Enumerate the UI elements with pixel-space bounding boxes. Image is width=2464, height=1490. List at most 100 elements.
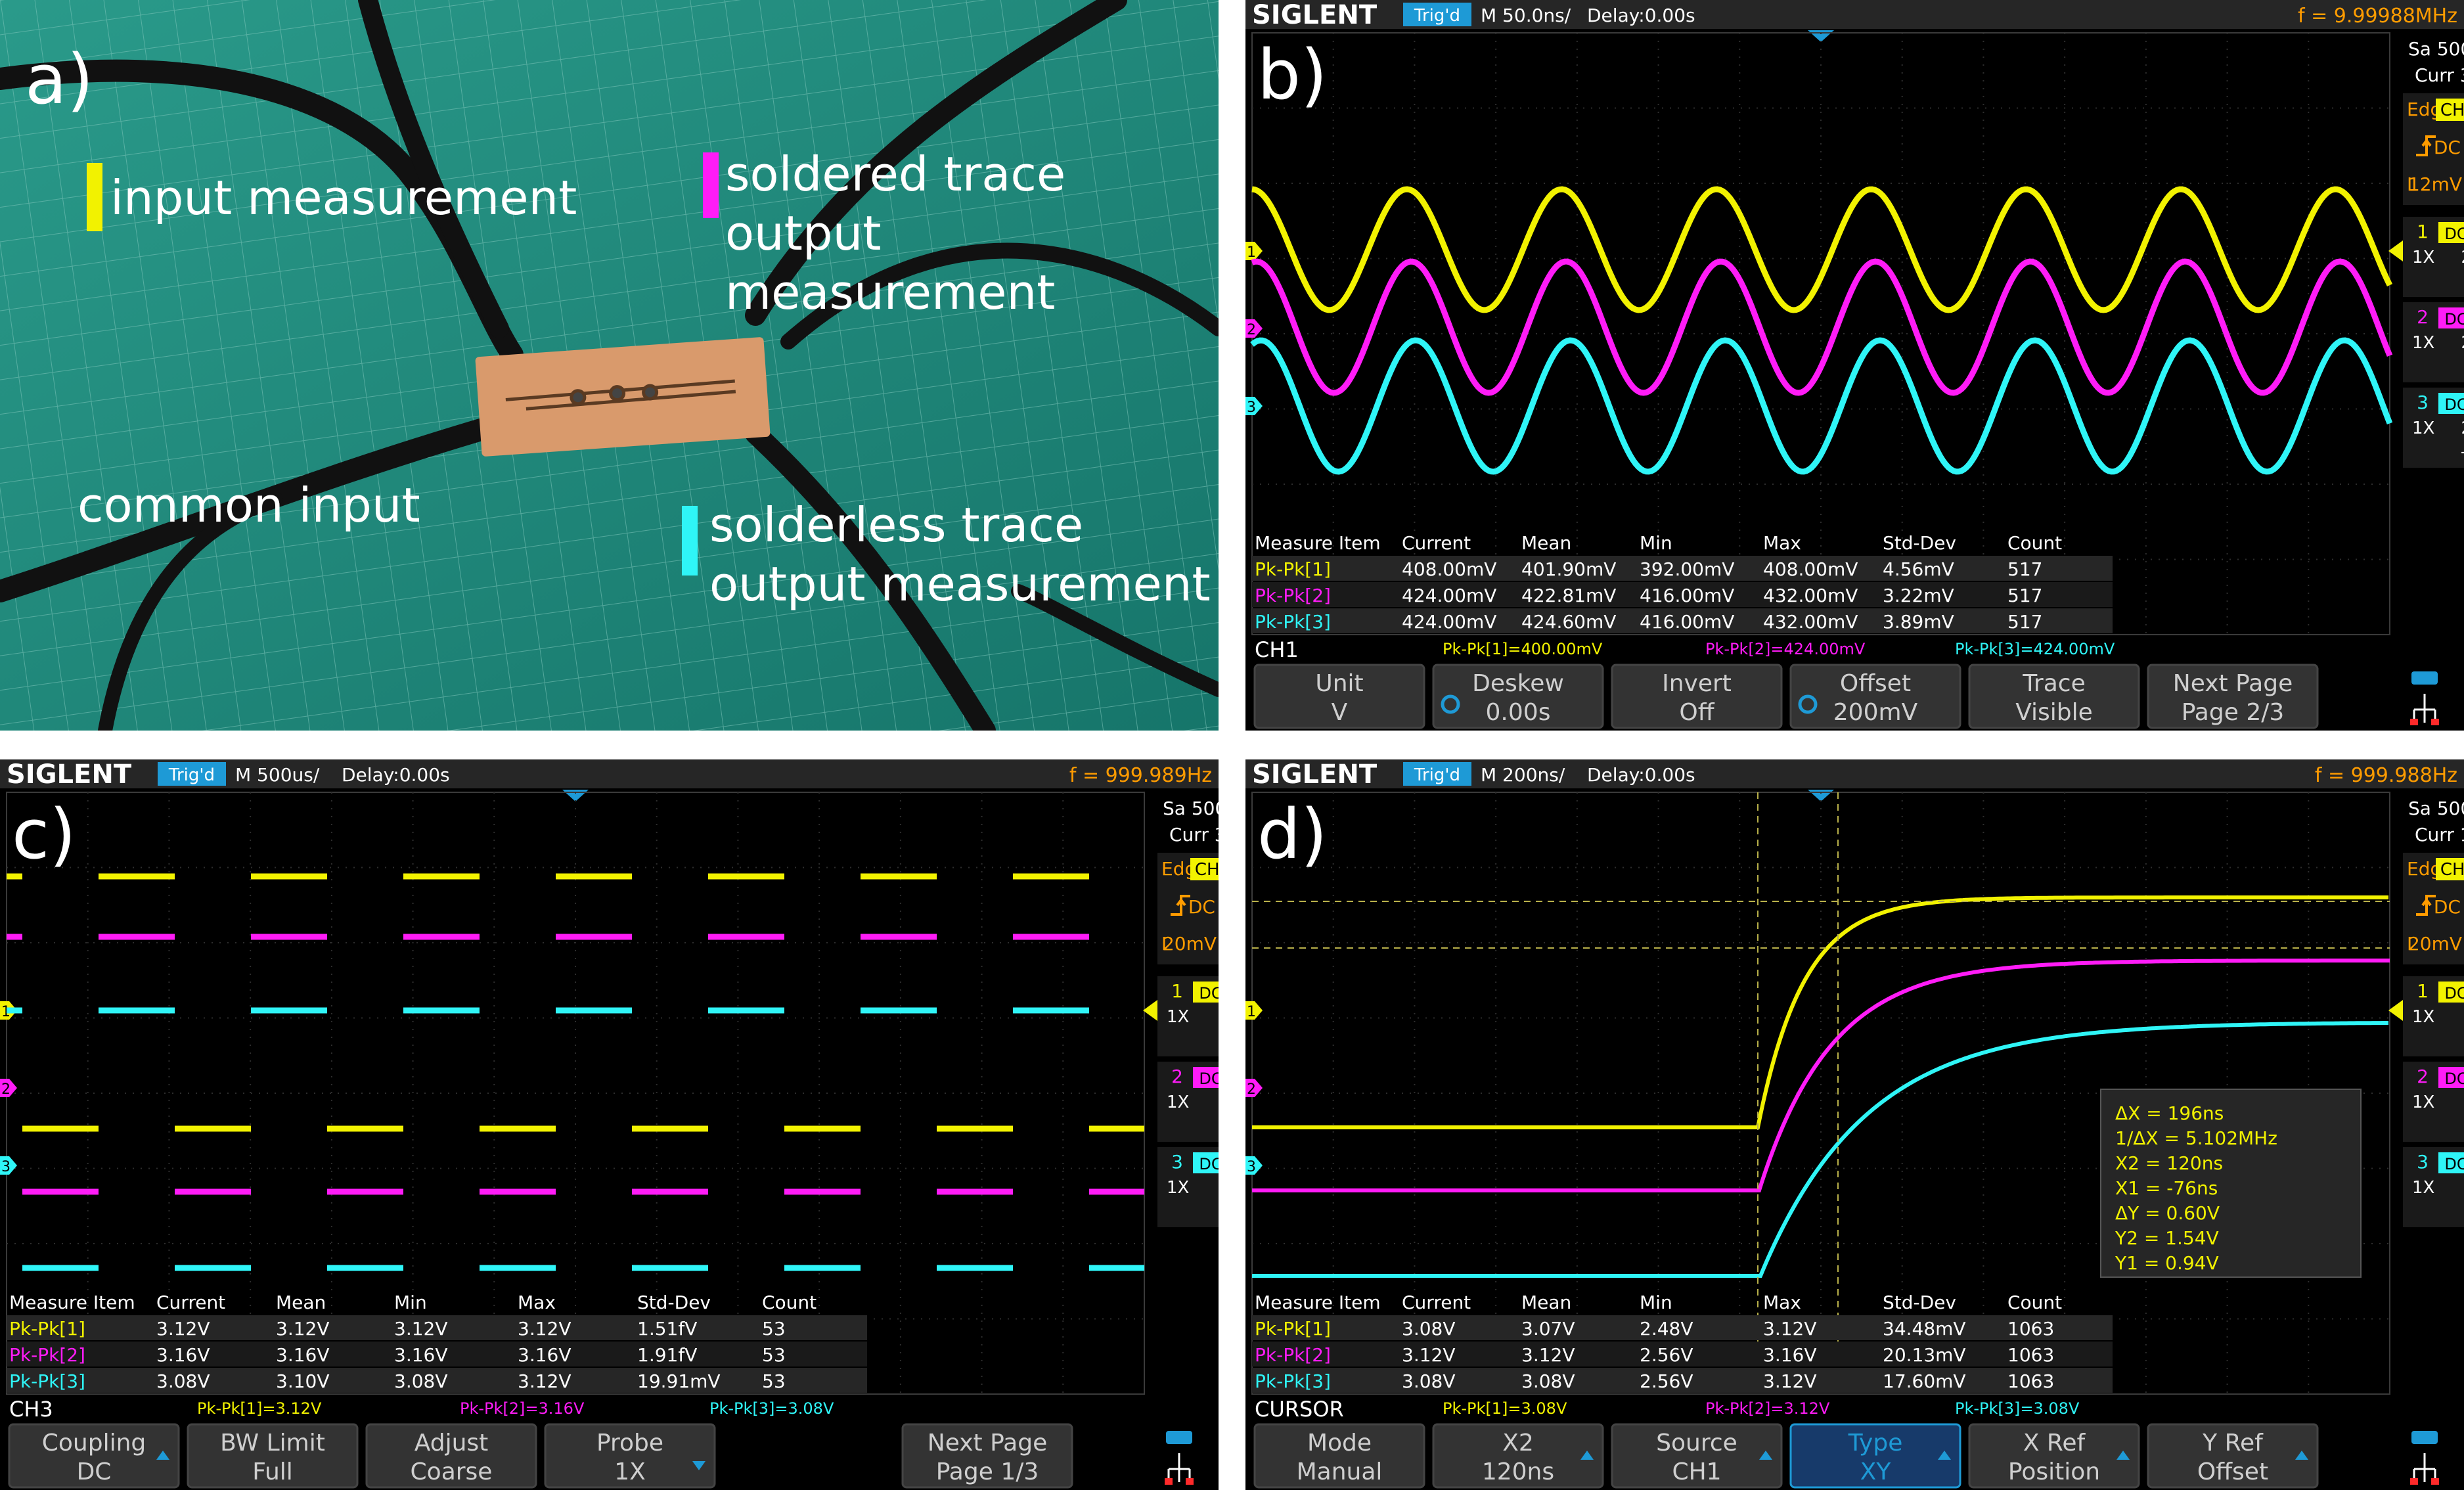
trigger-level-arrow[interactable] — [2388, 1000, 2403, 1021]
ch-scale: 200mV/ — [2461, 333, 2464, 353]
trigger-source: CH1 — [2440, 860, 2464, 880]
ch3-info[interactable]: 3DC1M1X1.00V/-1.00V — [1157, 1147, 1219, 1227]
ch3-info[interactable]: 3 DC1M 1X 200mV/ -200mV — [2403, 388, 2464, 468]
ch3-ground-marker[interactable] — [1245, 397, 1263, 415]
trig-status-badge — [158, 762, 226, 786]
panel-tag: b) — [1257, 35, 1328, 115]
ch-number: 1 — [2417, 221, 2429, 242]
memory-depth-readout: Curr 3.50Mpts — [1169, 824, 1219, 846]
measure-cell: 424.00mV — [1402, 585, 1496, 606]
rising-edge-icon — [2416, 135, 2436, 156]
ch1-info[interactable]: 1DC1M1X200mV/200mV — [2403, 217, 2464, 297]
delay-readout[interactable]: Delay:0.00s — [342, 764, 450, 786]
ch-probe: 1X — [1167, 1007, 1189, 1027]
measure-cell: 517 — [2007, 611, 2042, 633]
usb-network-icon — [2410, 671, 2439, 725]
measure-header-2: Mean — [1521, 1292, 1571, 1313]
arrow-up-icon — [1759, 1451, 1772, 1460]
ch2-info[interactable]: 2DC1M1X1.00V/0.0V — [2403, 1062, 2464, 1142]
measure-cell: 401.90mV — [1521, 558, 1616, 580]
delay-readout[interactable]: Delay:0.00s — [1587, 764, 1695, 786]
trigger-level-label: L — [2407, 173, 2417, 195]
measure-cell: 53 — [762, 1318, 786, 1340]
softkey-value: Position — [2008, 1458, 2100, 1485]
softkey-value: 200mV — [1833, 699, 1918, 726]
trigger-level-label: L — [2407, 933, 2417, 955]
measure-header-4: Max — [518, 1292, 556, 1313]
status-item: Pk-Pk[3]=3.08V — [709, 1399, 834, 1418]
measure-cell: 432.00mV — [1763, 585, 1858, 606]
measure-cell: 392.00mV — [1640, 558, 1734, 580]
scope-screen-d: SIGLENT Trig'd M 200ns/Delay:0.00s f = 999.… — [1245, 759, 2464, 1490]
arrow-down-icon — [692, 1461, 706, 1470]
ch-probe: 1X — [1167, 1178, 1189, 1198]
measure-cell: 3.22mV — [1883, 585, 1954, 606]
measure-cell: Pk-Pk[2] — [1255, 585, 1331, 606]
ch2-waveform — [1251, 258, 2393, 396]
timebase-readout[interactable]: M 500us/ — [235, 764, 320, 786]
ch3-waveform — [7, 1007, 1144, 1271]
trigger-source: CH1 — [2440, 101, 2464, 120]
ch-number: 3 — [2417, 392, 2429, 413]
waveforms — [1250, 186, 2393, 475]
trigger-level-arrow[interactable] — [1143, 1000, 1157, 1021]
ch-number: 1 — [1171, 980, 1183, 1002]
delay-readout[interactable]: Delay:0.00s — [1587, 5, 1695, 26]
ch2-ground-marker[interactable] — [1245, 1079, 1263, 1097]
brand-logo: SIGLENT — [1252, 0, 1378, 30]
ch2-ground-marker[interactable] — [0, 1079, 17, 1097]
arrow-up-icon — [156, 1451, 169, 1460]
ch2-ground-marker[interactable] — [1245, 319, 1263, 338]
ch2-info[interactable]: 2DC1M1X1.00V/0.0V — [1157, 1062, 1219, 1142]
measure-cell: 422.81mV — [1521, 585, 1616, 606]
table-row — [1252, 582, 2113, 607]
rising-edge-icon — [2416, 895, 2436, 916]
sample-rate-readout: Sa 500MSa/s — [2408, 798, 2464, 819]
measure-header-5: Std-Dev — [1883, 532, 1956, 554]
cursor-lines[interactable] — [1252, 792, 2390, 1394]
ch-number: 3 — [2417, 1151, 2429, 1173]
ch-number: 2 — [1171, 1066, 1183, 1087]
ch-probe: 1X — [1167, 1093, 1189, 1112]
status-title: CH3 — [9, 1397, 53, 1422]
trig-status-text: Trig'd — [1414, 765, 1460, 785]
ch3-info[interactable]: 3DC1M1X1.00V/-1.00V — [2403, 1147, 2464, 1227]
ch2-info[interactable]: 2DC1M1X200mV/0.0V — [2403, 302, 2464, 382]
ch1-ground-marker[interactable] — [1245, 1001, 1263, 1020]
trigger-source-badge — [2436, 99, 2464, 121]
ch1-marker-label: 1 — [1247, 244, 1256, 261]
measure-cell: 4.56mV — [1883, 558, 1954, 580]
timebase-readout[interactable]: M 200ns/ — [1481, 764, 1565, 786]
ch1-info[interactable]: 1DC1M1X1.00V/1.00V — [2403, 976, 2464, 1056]
measure-cell: 3.12V — [1402, 1344, 1456, 1366]
ch2-marker-label: 2 — [1, 1081, 11, 1098]
timebase-readout[interactable]: M 50.0ns/ — [1481, 5, 1571, 26]
softkey-label: Y Ref — [2202, 1430, 2264, 1456]
trigger-level-arrow[interactable] — [2388, 240, 2403, 261]
ch3-ground-marker[interactable] — [0, 1156, 17, 1175]
ch1-ground-marker[interactable] — [1245, 242, 1263, 260]
ch1-info[interactable]: 1DC1M1X1.00V/1.00V — [1157, 976, 1219, 1056]
softkey-label: Trace — [2022, 670, 2086, 697]
measurement-table: Measure Item Current Mean Min Max Std-Dev Coun… — [7, 1292, 867, 1393]
softkey-value: 120ns — [1482, 1458, 1554, 1485]
ch-number: 3 — [1171, 1151, 1183, 1173]
ch3-ground-marker[interactable] — [1245, 1156, 1263, 1175]
